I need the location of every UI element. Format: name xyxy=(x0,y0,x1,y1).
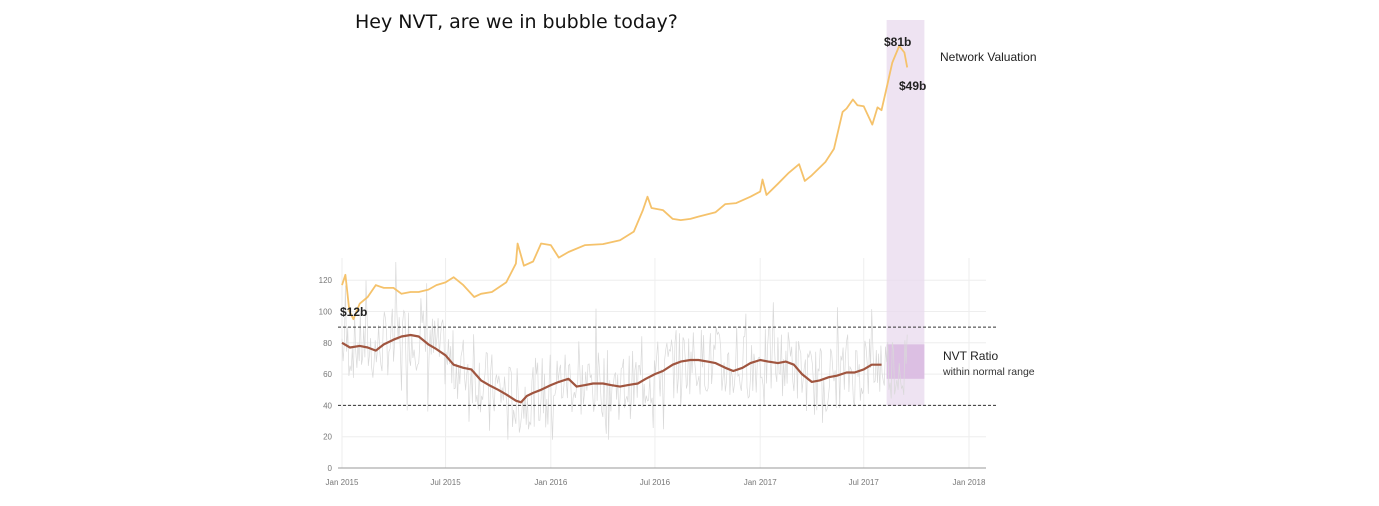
highlight-band xyxy=(886,20,925,406)
y-tick-label: 0 xyxy=(328,464,333,473)
x-tick-label: Jul 2015 xyxy=(430,478,461,487)
valuation-peak-label: $81b xyxy=(884,35,911,49)
x-tick-label: Jul 2016 xyxy=(640,478,671,487)
x-ticks: Jan 2015 Jul 2015 Jan 2016 Jul 2016 Jan 2017… xyxy=(326,478,986,487)
reference-lines xyxy=(338,326,998,406)
x-tick-label: Jan 2017 xyxy=(744,478,777,487)
y-tick-label: 80 xyxy=(323,339,332,348)
nvt-ratio-line xyxy=(341,333,882,404)
chart-title: Hey NVT, are we in bubble today? xyxy=(355,11,678,33)
y-tick-label: 20 xyxy=(323,433,332,442)
x-tick-label: Jan 2018 xyxy=(953,478,986,487)
y-tick-label: 60 xyxy=(323,370,332,379)
nvt-range-note: within normal range xyxy=(942,366,1035,378)
x-tick-label: Jan 2015 xyxy=(326,478,359,487)
y-tick-label: 120 xyxy=(319,276,333,285)
nvt-daily-line xyxy=(341,261,908,440)
valuation-start-label: $12b xyxy=(340,305,367,319)
nvt-daily-series xyxy=(341,261,908,440)
y-tick-label: 40 xyxy=(323,401,332,410)
y-ticks: 0 20 40 60 80 100 120 xyxy=(319,276,333,473)
valuation-series-label: Network Valuation xyxy=(940,50,1037,64)
y-tick-label: 100 xyxy=(319,308,333,317)
valuation-line xyxy=(341,45,909,321)
x-tick-label: Jul 2017 xyxy=(849,478,880,487)
nvt-series-label: NVT Ratio xyxy=(943,349,998,363)
valuation-now-label: $49b xyxy=(899,79,926,93)
x-tick-label: Jan 2016 xyxy=(534,478,567,487)
